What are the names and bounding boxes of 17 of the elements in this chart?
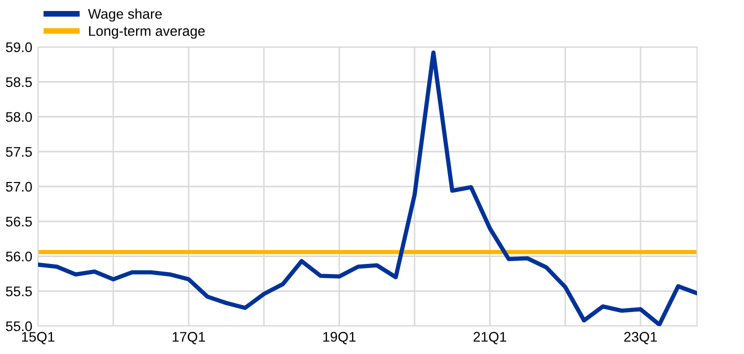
y-tick-label: 58.0 [6, 112, 32, 122]
x-tick-label: 17Q1 [172, 332, 205, 344]
line-series [38, 50, 697, 326]
y-tick-label: 57.0 [6, 182, 32, 192]
y-tick-label: 57.5 [6, 147, 32, 157]
y-tick-label: 59.0 [6, 42, 32, 52]
y-tick-label: 56.0 [6, 252, 32, 262]
y-tick-label: 55.5 [6, 286, 32, 296]
x-tick-label: 19Q1 [323, 332, 356, 344]
x-tick-label: 21Q1 [474, 332, 506, 344]
y-tick-label: 56.5 [6, 216, 32, 227]
legend-label: Wage share [88, 8, 162, 22]
x-tick-label: 15Q1 [22, 332, 54, 344]
legend-label: Long-term average [89, 26, 205, 39]
y-tick-label: 58.5 [6, 77, 32, 88]
x-tick-label: 23Q1 [624, 332, 657, 344]
y-tick-label: 55.0 [6, 321, 32, 332]
